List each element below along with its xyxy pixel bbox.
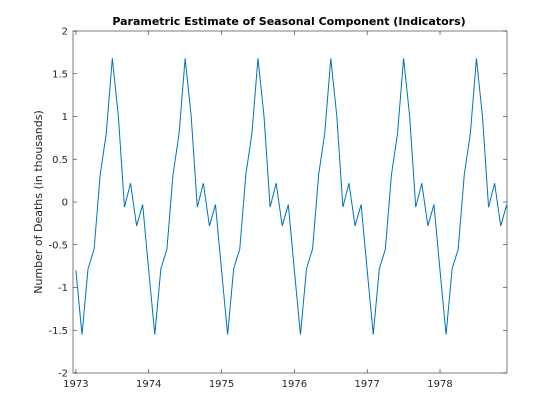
series-group <box>75 58 508 335</box>
plot-area <box>72 30 508 374</box>
y-tick-label: 0.5 <box>52 155 68 166</box>
y-tick-label: 1 <box>62 112 68 123</box>
y-tick-label: -2 <box>58 369 68 380</box>
y-tick-label: -0.5 <box>48 240 68 251</box>
series-line-0 <box>75 58 508 335</box>
x-tick-label: 1977 <box>354 379 379 390</box>
x-axis: 1973 1974 1975 1976 1977 1978 <box>63 31 453 390</box>
x-tick-label: 1974 <box>136 379 161 390</box>
y-tick-label: 0 <box>62 198 68 209</box>
y-axis-label: Number of Deaths (in thousands) <box>32 110 45 294</box>
x-tick-label: 1975 <box>209 379 234 390</box>
y-tick-label: 1.5 <box>52 69 68 80</box>
y-tick-label: -1.5 <box>48 326 68 337</box>
y-tick-label: 2 <box>62 27 68 38</box>
x-tick-label: 1978 <box>427 379 452 390</box>
chart-title: Parametric Estimate of Seasonal Componen… <box>112 15 465 28</box>
y-tick-label: -1 <box>58 283 68 294</box>
y-axis: -2 -1.5 -1 -0.5 0 0.5 1 1.5 2 <box>48 27 507 380</box>
x-tick-label: 1973 <box>63 379 88 390</box>
x-tick-label: 1976 <box>282 379 307 390</box>
